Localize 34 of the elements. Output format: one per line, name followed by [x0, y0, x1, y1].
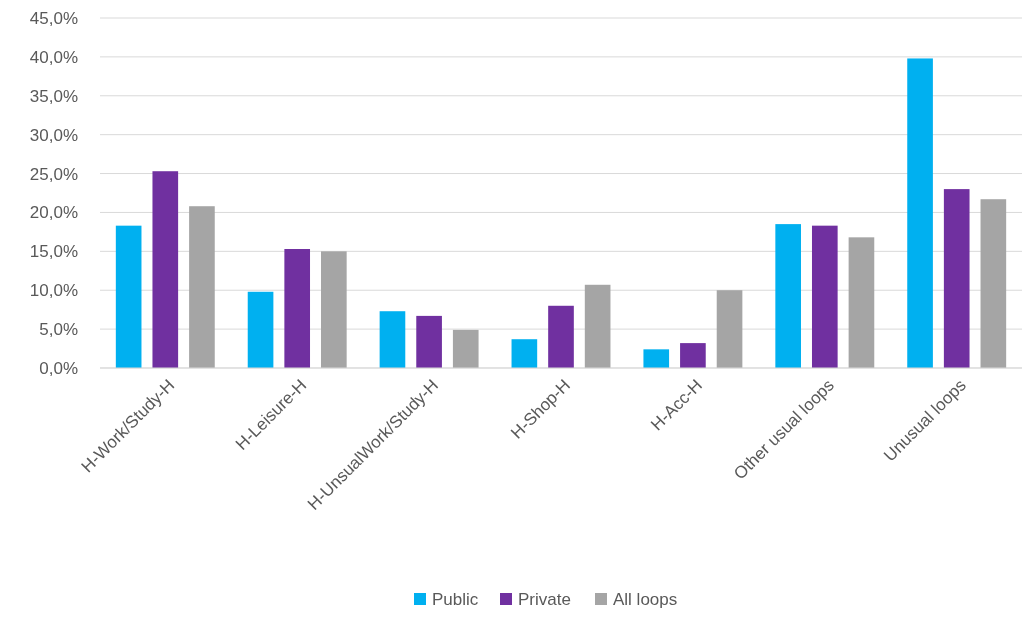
y-tick-label: 0,0% — [39, 358, 78, 378]
y-tick-label: 35,0% — [29, 86, 78, 106]
bar — [811, 225, 838, 368]
bar — [284, 249, 311, 368]
bar — [943, 189, 970, 368]
bar — [848, 237, 875, 368]
bar — [775, 224, 801, 368]
bar — [321, 251, 347, 368]
bar — [980, 199, 1007, 368]
bar — [584, 284, 611, 368]
y-tick-label: 45,0% — [29, 8, 78, 28]
bar — [452, 329, 479, 368]
y-tick-label: 30,0% — [29, 125, 78, 145]
bar — [907, 58, 933, 368]
bar — [189, 206, 215, 368]
y-tick-label: 25,0% — [29, 164, 78, 184]
bar — [379, 311, 406, 368]
bar — [716, 290, 743, 368]
bar — [152, 171, 179, 368]
bar — [511, 339, 538, 368]
y-tick-label: 5,0% — [39, 320, 78, 340]
legend-label: Public — [432, 590, 479, 609]
bar — [643, 349, 670, 368]
y-tick-label: 10,0% — [29, 281, 78, 301]
bar — [548, 305, 574, 368]
bar — [680, 343, 706, 368]
bar — [115, 225, 142, 368]
y-tick-label: 40,0% — [29, 47, 78, 67]
legend-label: All loops — [613, 590, 678, 609]
bar — [416, 315, 442, 368]
y-tick-label: 20,0% — [29, 203, 78, 223]
y-tick-label: 15,0% — [29, 242, 78, 262]
bar — [247, 291, 274, 368]
legend-label: Private — [518, 590, 571, 609]
